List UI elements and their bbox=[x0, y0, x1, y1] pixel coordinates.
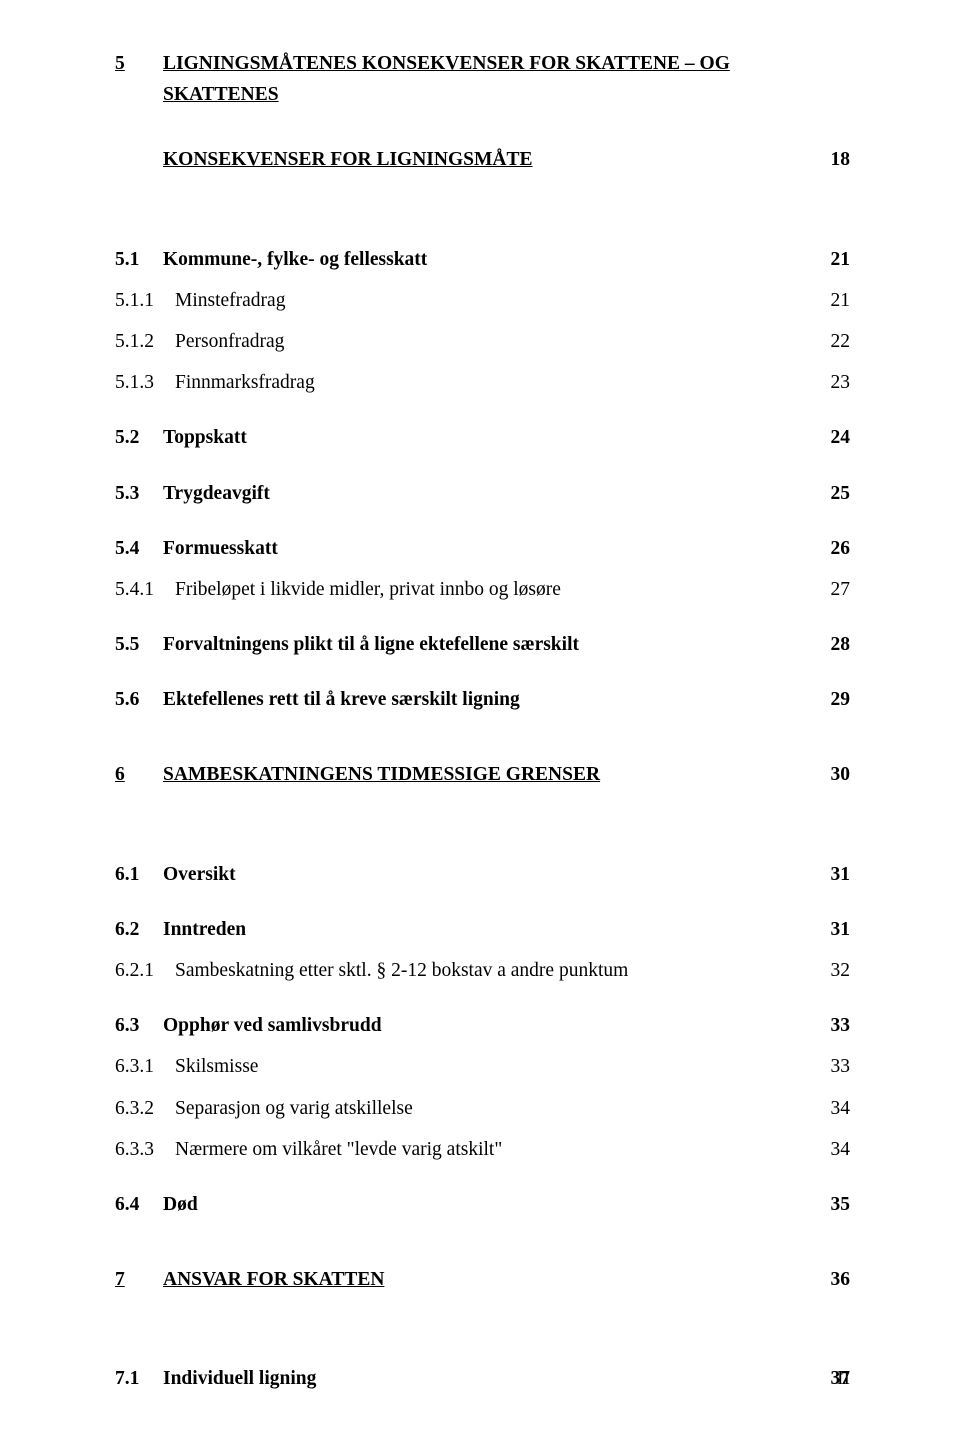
subsection-number: 5.4.1 bbox=[115, 574, 175, 605]
subsection-row: 5.1.2 Personfradrag 22 bbox=[115, 326, 850, 357]
subsection-label: Nærmere om vilkåret "levde varig atskilt… bbox=[175, 1134, 810, 1165]
section-number: 5.1 bbox=[115, 244, 163, 275]
chapter-title: SAMBESKATNINGENS TIDMESSIGE GRENSER bbox=[163, 759, 810, 790]
section-label: Oversikt bbox=[163, 859, 810, 890]
chapter-7-heading: 7 ANSVAR FOR SKATTEN 36 bbox=[115, 1264, 850, 1329]
section-page: 21 bbox=[810, 244, 850, 275]
subsection-number: 5.1.1 bbox=[115, 285, 175, 316]
section-label: Individuell ligning bbox=[163, 1363, 810, 1394]
subsection-number: 5.1.3 bbox=[115, 367, 175, 398]
section-5-4: 5.4 Formuesskatt 26 5.4.1 Fribeløpet i l… bbox=[115, 533, 850, 605]
subsection-label: Fribeløpet i likvide midler, privat innb… bbox=[175, 574, 810, 605]
chapter-title-line: KONSEKVENSER FOR LIGNINGSMÅTE bbox=[163, 144, 810, 175]
section-6-1: 6.1 Oversikt 31 bbox=[115, 859, 850, 890]
section-page: 28 bbox=[810, 629, 850, 660]
subsection-page: 23 bbox=[810, 367, 850, 398]
subsection-label: Minstefradrag bbox=[175, 285, 810, 316]
chapter-page: 30 bbox=[810, 759, 850, 790]
section-page: 24 bbox=[810, 422, 850, 453]
section-label: Død bbox=[163, 1189, 810, 1220]
subsection-label: Personfradrag bbox=[175, 326, 810, 357]
subsection-number: 6.2.1 bbox=[115, 955, 175, 986]
chapter-page: 36 bbox=[810, 1264, 850, 1295]
subsection-label: Separasjon og varig atskillelse bbox=[175, 1093, 810, 1124]
chapter-number: 7 bbox=[115, 1264, 163, 1295]
chapter-page: 18 bbox=[810, 144, 850, 175]
section-label: Ektefellenes rett til å kreve særskilt l… bbox=[163, 684, 810, 715]
subsection-label: Finnmarksfradrag bbox=[175, 367, 810, 398]
subsection-number: 6.3.2 bbox=[115, 1093, 175, 1124]
section-page: 35 bbox=[810, 1189, 850, 1220]
section-label: Toppskatt bbox=[163, 422, 810, 453]
page-roman-numeral: II bbox=[837, 1368, 850, 1390]
subsection-page: 22 bbox=[810, 326, 850, 357]
section-page: 26 bbox=[810, 533, 850, 564]
section-5-3: 5.3 Trygdeavgift 25 bbox=[115, 478, 850, 509]
section-number: 6.3 bbox=[115, 1010, 163, 1041]
section-number: 5.6 bbox=[115, 684, 163, 715]
subsection-row: 6.2.1 Sambeskatning etter sktl. § 2-12 b… bbox=[115, 955, 850, 986]
section-label: Trygdeavgift bbox=[163, 478, 810, 509]
section-page: 25 bbox=[810, 478, 850, 509]
section-number: 5.4 bbox=[115, 533, 163, 564]
section-page: 29 bbox=[810, 684, 850, 715]
section-7-1: 7.1 Individuell ligning 37 bbox=[115, 1363, 850, 1394]
subsection-label: Skilsmisse bbox=[175, 1051, 810, 1082]
section-6-4: 6.4 Død 35 bbox=[115, 1189, 850, 1220]
subsection-row: 6.3.1 Skilsmisse 33 bbox=[115, 1051, 850, 1082]
chapter-6-heading: 6 SAMBESKATNINGENS TIDMESSIGE GRENSER 30 bbox=[115, 759, 850, 824]
subsection-row: 5.1.3 Finnmarksfradrag 23 bbox=[115, 367, 850, 398]
subsection-page: 32 bbox=[810, 955, 850, 986]
section-number: 6.2 bbox=[115, 914, 163, 945]
section-page: 31 bbox=[810, 914, 850, 945]
section-5-1: 5.1 Kommune-, fylke- og fellesskatt 21 5… bbox=[115, 244, 850, 399]
section-5-5: 5.5 Forvaltningens plikt til å ligne ekt… bbox=[115, 629, 850, 660]
section-6-2: 6.2 Inntreden 31 6.2.1 Sambeskatning ett… bbox=[115, 914, 850, 986]
chapter-number: 6 bbox=[115, 759, 163, 790]
subsection-row: 5.1.1 Minstefradrag 21 bbox=[115, 285, 850, 316]
subsection-number: 5.1.2 bbox=[115, 326, 175, 357]
section-number: 7.1 bbox=[115, 1363, 163, 1394]
chapter-title: ANSVAR FOR SKATTEN bbox=[163, 1264, 810, 1295]
chapter-number: 5 bbox=[115, 48, 163, 79]
section-number: 5.5 bbox=[115, 629, 163, 660]
subsection-page: 27 bbox=[810, 574, 850, 605]
section-number: 5.2 bbox=[115, 422, 163, 453]
section-page: 31 bbox=[810, 859, 850, 890]
subsection-page: 34 bbox=[810, 1134, 850, 1165]
section-label: Inntreden bbox=[163, 914, 810, 945]
subsection-page: 33 bbox=[810, 1051, 850, 1082]
subsection-page: 34 bbox=[810, 1093, 850, 1124]
subsection-number: 6.3.3 bbox=[115, 1134, 175, 1165]
section-number: 6.1 bbox=[115, 859, 163, 890]
section-label: Formuesskatt bbox=[163, 533, 810, 564]
subsection-label: Sambeskatning etter sktl. § 2-12 bokstav… bbox=[175, 955, 810, 986]
section-label: Kommune-, fylke- og fellesskatt bbox=[163, 244, 810, 275]
chapter-5-heading: 5 LIGNINGSMÅTENES KONSEKVENSER FOR SKATT… bbox=[115, 48, 850, 210]
subsection-row: 6.3.2 Separasjon og varig atskillelse 34 bbox=[115, 1093, 850, 1124]
subsection-page: 21 bbox=[810, 285, 850, 316]
section-5-2: 5.2 Toppskatt 24 bbox=[115, 422, 850, 453]
subsection-row: 6.3.3 Nærmere om vilkåret "levde varig a… bbox=[115, 1134, 850, 1165]
section-label: Forvaltningens plikt til å ligne ektefel… bbox=[163, 629, 810, 660]
subsection-row: 5.4.1 Fribeløpet i likvide midler, priva… bbox=[115, 574, 850, 605]
section-number: 6.4 bbox=[115, 1189, 163, 1220]
chapter-title-line: LIGNINGSMÅTENES KONSEKVENSER FOR SKATTEN… bbox=[163, 48, 810, 110]
section-6-3: 6.3 Opphør ved samlivsbrudd 33 6.3.1 Ski… bbox=[115, 1010, 850, 1165]
subsection-number: 6.3.1 bbox=[115, 1051, 175, 1082]
section-5-6: 5.6 Ektefellenes rett til å kreve særski… bbox=[115, 684, 850, 715]
section-number: 5.3 bbox=[115, 478, 163, 509]
section-label: Opphør ved samlivsbrudd bbox=[163, 1010, 810, 1041]
section-page: 33 bbox=[810, 1010, 850, 1041]
